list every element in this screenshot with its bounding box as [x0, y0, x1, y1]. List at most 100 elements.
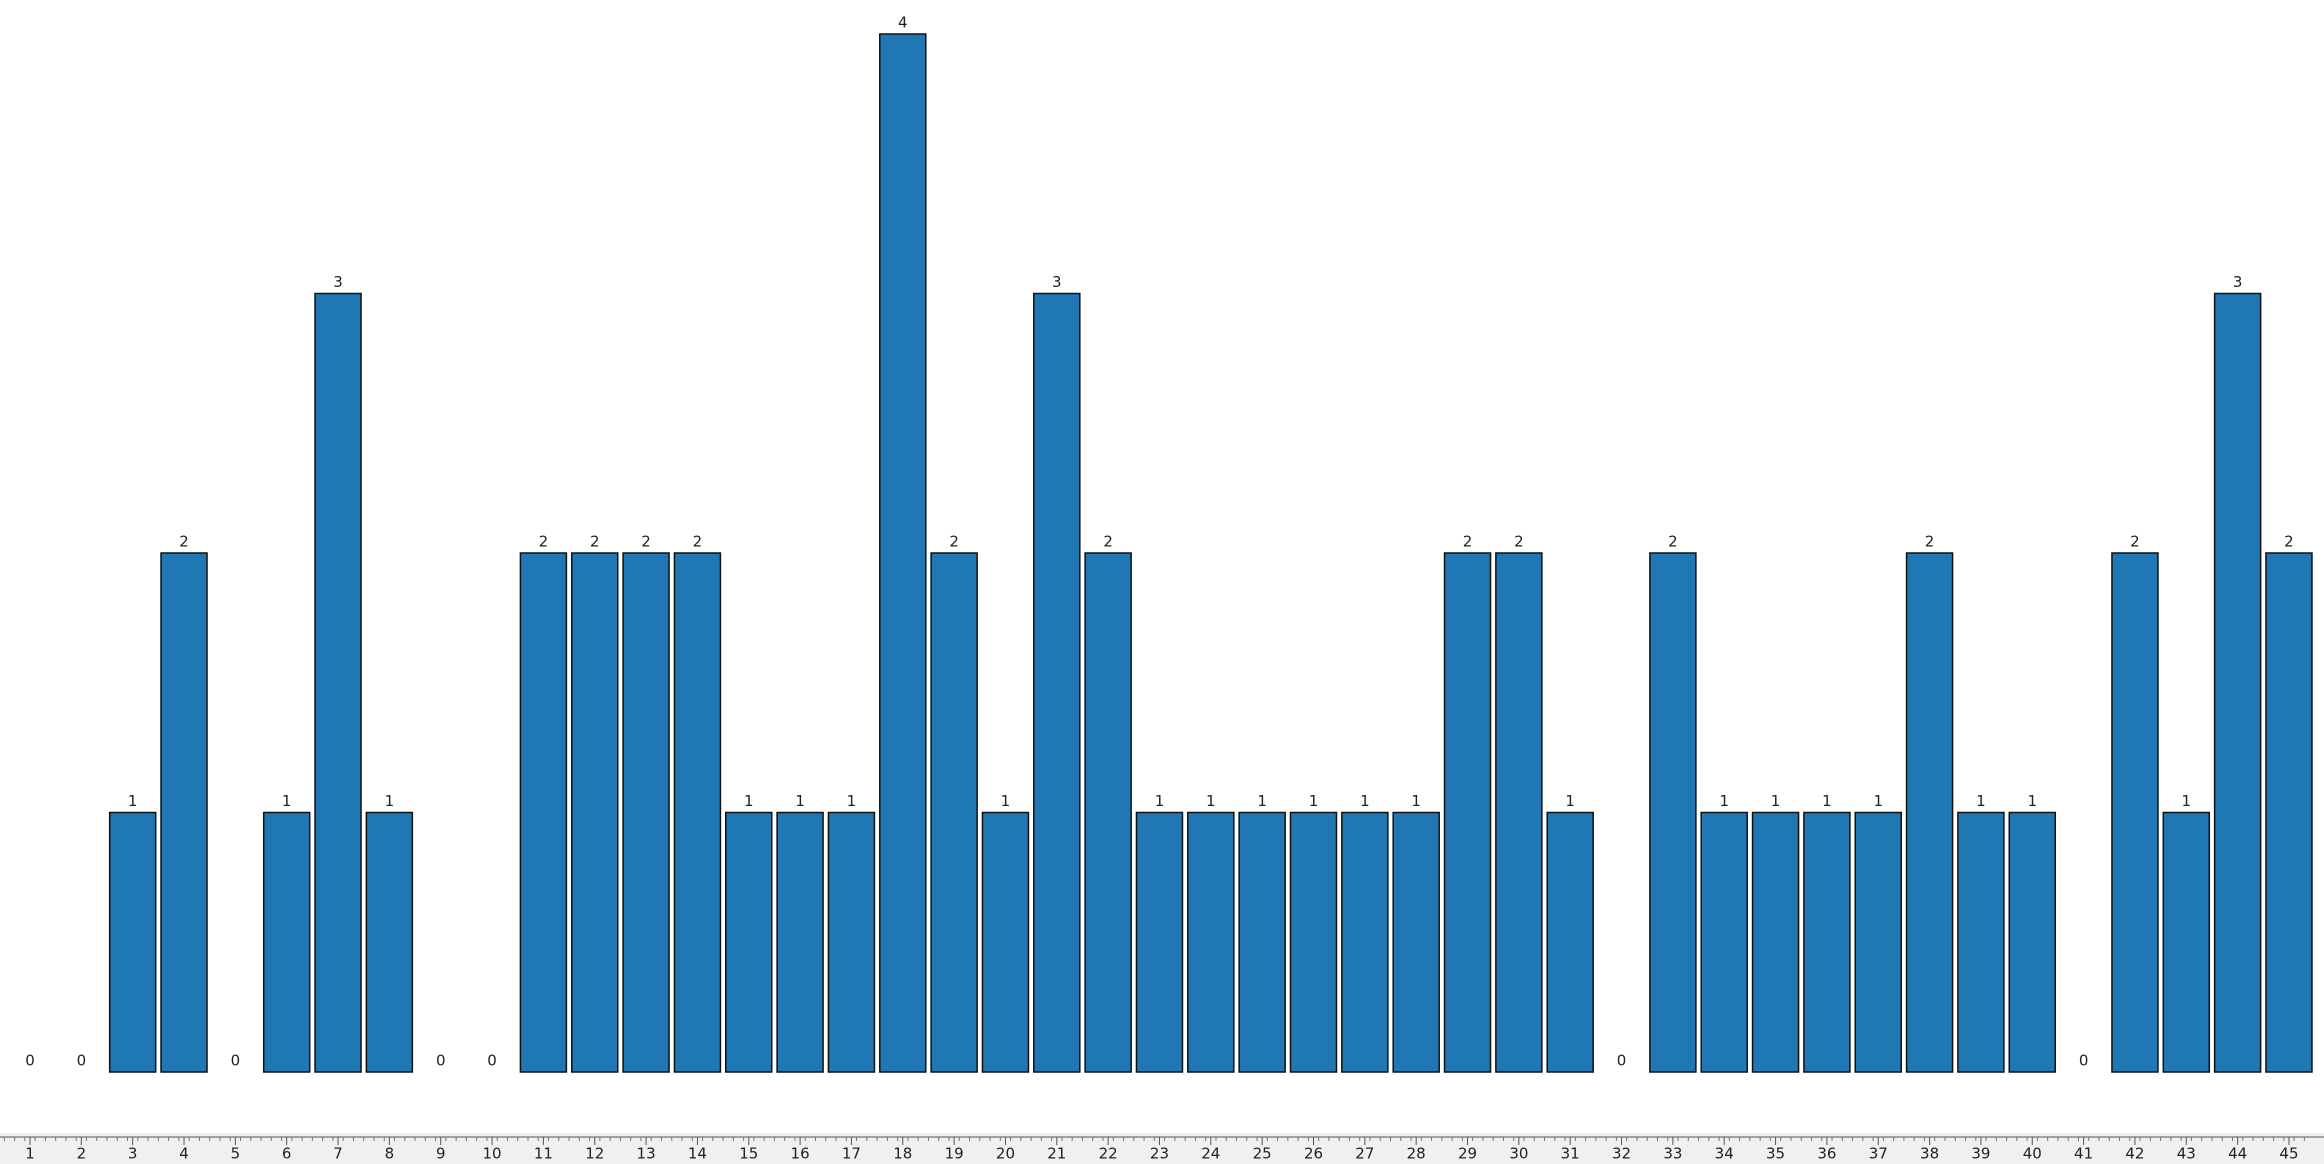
x-tick-label: 3 — [128, 1145, 138, 1163]
x-tick-label: 27 — [1355, 1145, 1374, 1163]
bar — [365, 811, 414, 1073]
x-tick-label: 20 — [996, 1145, 1015, 1163]
value-label: 1 — [847, 792, 857, 810]
value-label: 2 — [641, 533, 651, 551]
bar — [827, 811, 876, 1073]
value-label: 2 — [590, 533, 600, 551]
x-tick-label: 13 — [637, 1145, 656, 1163]
x-tick-label: 10 — [483, 1145, 502, 1163]
bar — [570, 552, 619, 1073]
x-tick-label: 16 — [791, 1145, 810, 1163]
value-label: 0 — [231, 1052, 241, 1070]
bar — [2111, 552, 2159, 1073]
value-label: 1 — [1771, 792, 1781, 810]
x-tick-label: 5 — [231, 1145, 241, 1163]
bar — [108, 811, 157, 1073]
x-tick-label: 43 — [2177, 1145, 2196, 1163]
bar — [981, 811, 1030, 1073]
bar — [1495, 552, 1543, 1073]
bar — [930, 552, 978, 1073]
x-tick-label: 2 — [77, 1145, 87, 1163]
value-label: 1 — [1411, 792, 1421, 810]
x-tick-label: 7 — [333, 1145, 343, 1163]
bar — [2162, 811, 2211, 1073]
value-label: 1 — [1155, 792, 1165, 810]
bar — [1905, 552, 1954, 1073]
value-label: 4 — [898, 14, 908, 32]
bar — [2265, 552, 2313, 1073]
value-label: 1 — [1565, 792, 1575, 810]
value-label: 1 — [1822, 792, 1832, 810]
bar — [1803, 811, 1851, 1073]
value-label: 1 — [1873, 792, 1883, 810]
x-tick-label: 21 — [1047, 1145, 1066, 1163]
bar — [519, 552, 568, 1073]
x-tick-label: 29 — [1458, 1145, 1477, 1163]
value-label: 1 — [1309, 792, 1319, 810]
value-label: 3 — [2233, 273, 2243, 291]
bar — [1854, 811, 1902, 1073]
bar — [776, 811, 824, 1073]
bar — [1135, 811, 1184, 1073]
value-label: 3 — [333, 273, 343, 291]
x-tick-label: 40 — [2023, 1145, 2042, 1163]
value-label: 1 — [128, 792, 138, 810]
value-label: 0 — [436, 1052, 446, 1070]
x-tick-label: 42 — [2125, 1145, 2144, 1163]
value-label: 1 — [744, 792, 754, 810]
bar — [1392, 811, 1440, 1073]
x-tick-label: 9 — [436, 1145, 446, 1163]
x-tick-label: 45 — [2279, 1145, 2298, 1163]
x-tick-label: 28 — [1407, 1145, 1426, 1163]
bar — [1187, 811, 1235, 1073]
value-label: 1 — [2182, 792, 2192, 810]
x-tick-label: 11 — [534, 1145, 553, 1163]
bar — [160, 552, 208, 1073]
bar — [1084, 552, 1132, 1073]
x-tick-label: 14 — [688, 1145, 707, 1163]
value-label: 2 — [2130, 533, 2140, 551]
x-tick-label: 37 — [1869, 1145, 1888, 1163]
bar — [1033, 292, 1081, 1073]
value-label: 2 — [693, 533, 703, 551]
bar — [262, 811, 311, 1073]
x-tick-label: 15 — [739, 1145, 758, 1163]
x-tick-label: 24 — [1201, 1145, 1220, 1163]
bar — [2213, 292, 2262, 1073]
bar — [1751, 811, 1800, 1073]
x-tick-label: 31 — [1561, 1145, 1580, 1163]
value-label: 0 — [1617, 1052, 1627, 1070]
x-tick-label: 4 — [179, 1145, 189, 1163]
bar — [1546, 811, 1594, 1073]
value-label: 1 — [2027, 792, 2037, 810]
value-label: 1 — [1976, 792, 1986, 810]
value-label: 2 — [1668, 533, 1678, 551]
value-label: 1 — [1257, 792, 1267, 810]
x-tick-label: 25 — [1253, 1145, 1272, 1163]
value-label: 2 — [1463, 533, 1473, 551]
x-tick-label: 35 — [1766, 1145, 1785, 1163]
value-label: 2 — [1925, 533, 1935, 551]
x-tick-label: 23 — [1150, 1145, 1169, 1163]
value-label: 2 — [1103, 533, 1113, 551]
x-tick-label: 34 — [1715, 1145, 1734, 1163]
bar — [622, 552, 670, 1073]
value-label: 1 — [1719, 792, 1729, 810]
value-label: 1 — [1206, 792, 1216, 810]
value-label: 2 — [2284, 533, 2294, 551]
value-label: 0 — [25, 1052, 35, 1070]
bar — [2008, 811, 2057, 1073]
x-tick-label: 12 — [585, 1145, 604, 1163]
value-label: 2 — [179, 533, 189, 551]
bar — [1700, 811, 1748, 1073]
bar — [1341, 811, 1389, 1073]
bar — [314, 292, 362, 1073]
x-tick-label: 18 — [893, 1145, 912, 1163]
value-label: 1 — [1360, 792, 1370, 810]
value-label: 1 — [385, 792, 395, 810]
value-label: 0 — [2079, 1052, 2089, 1070]
value-label: 1 — [282, 792, 292, 810]
bar — [1238, 811, 1286, 1073]
